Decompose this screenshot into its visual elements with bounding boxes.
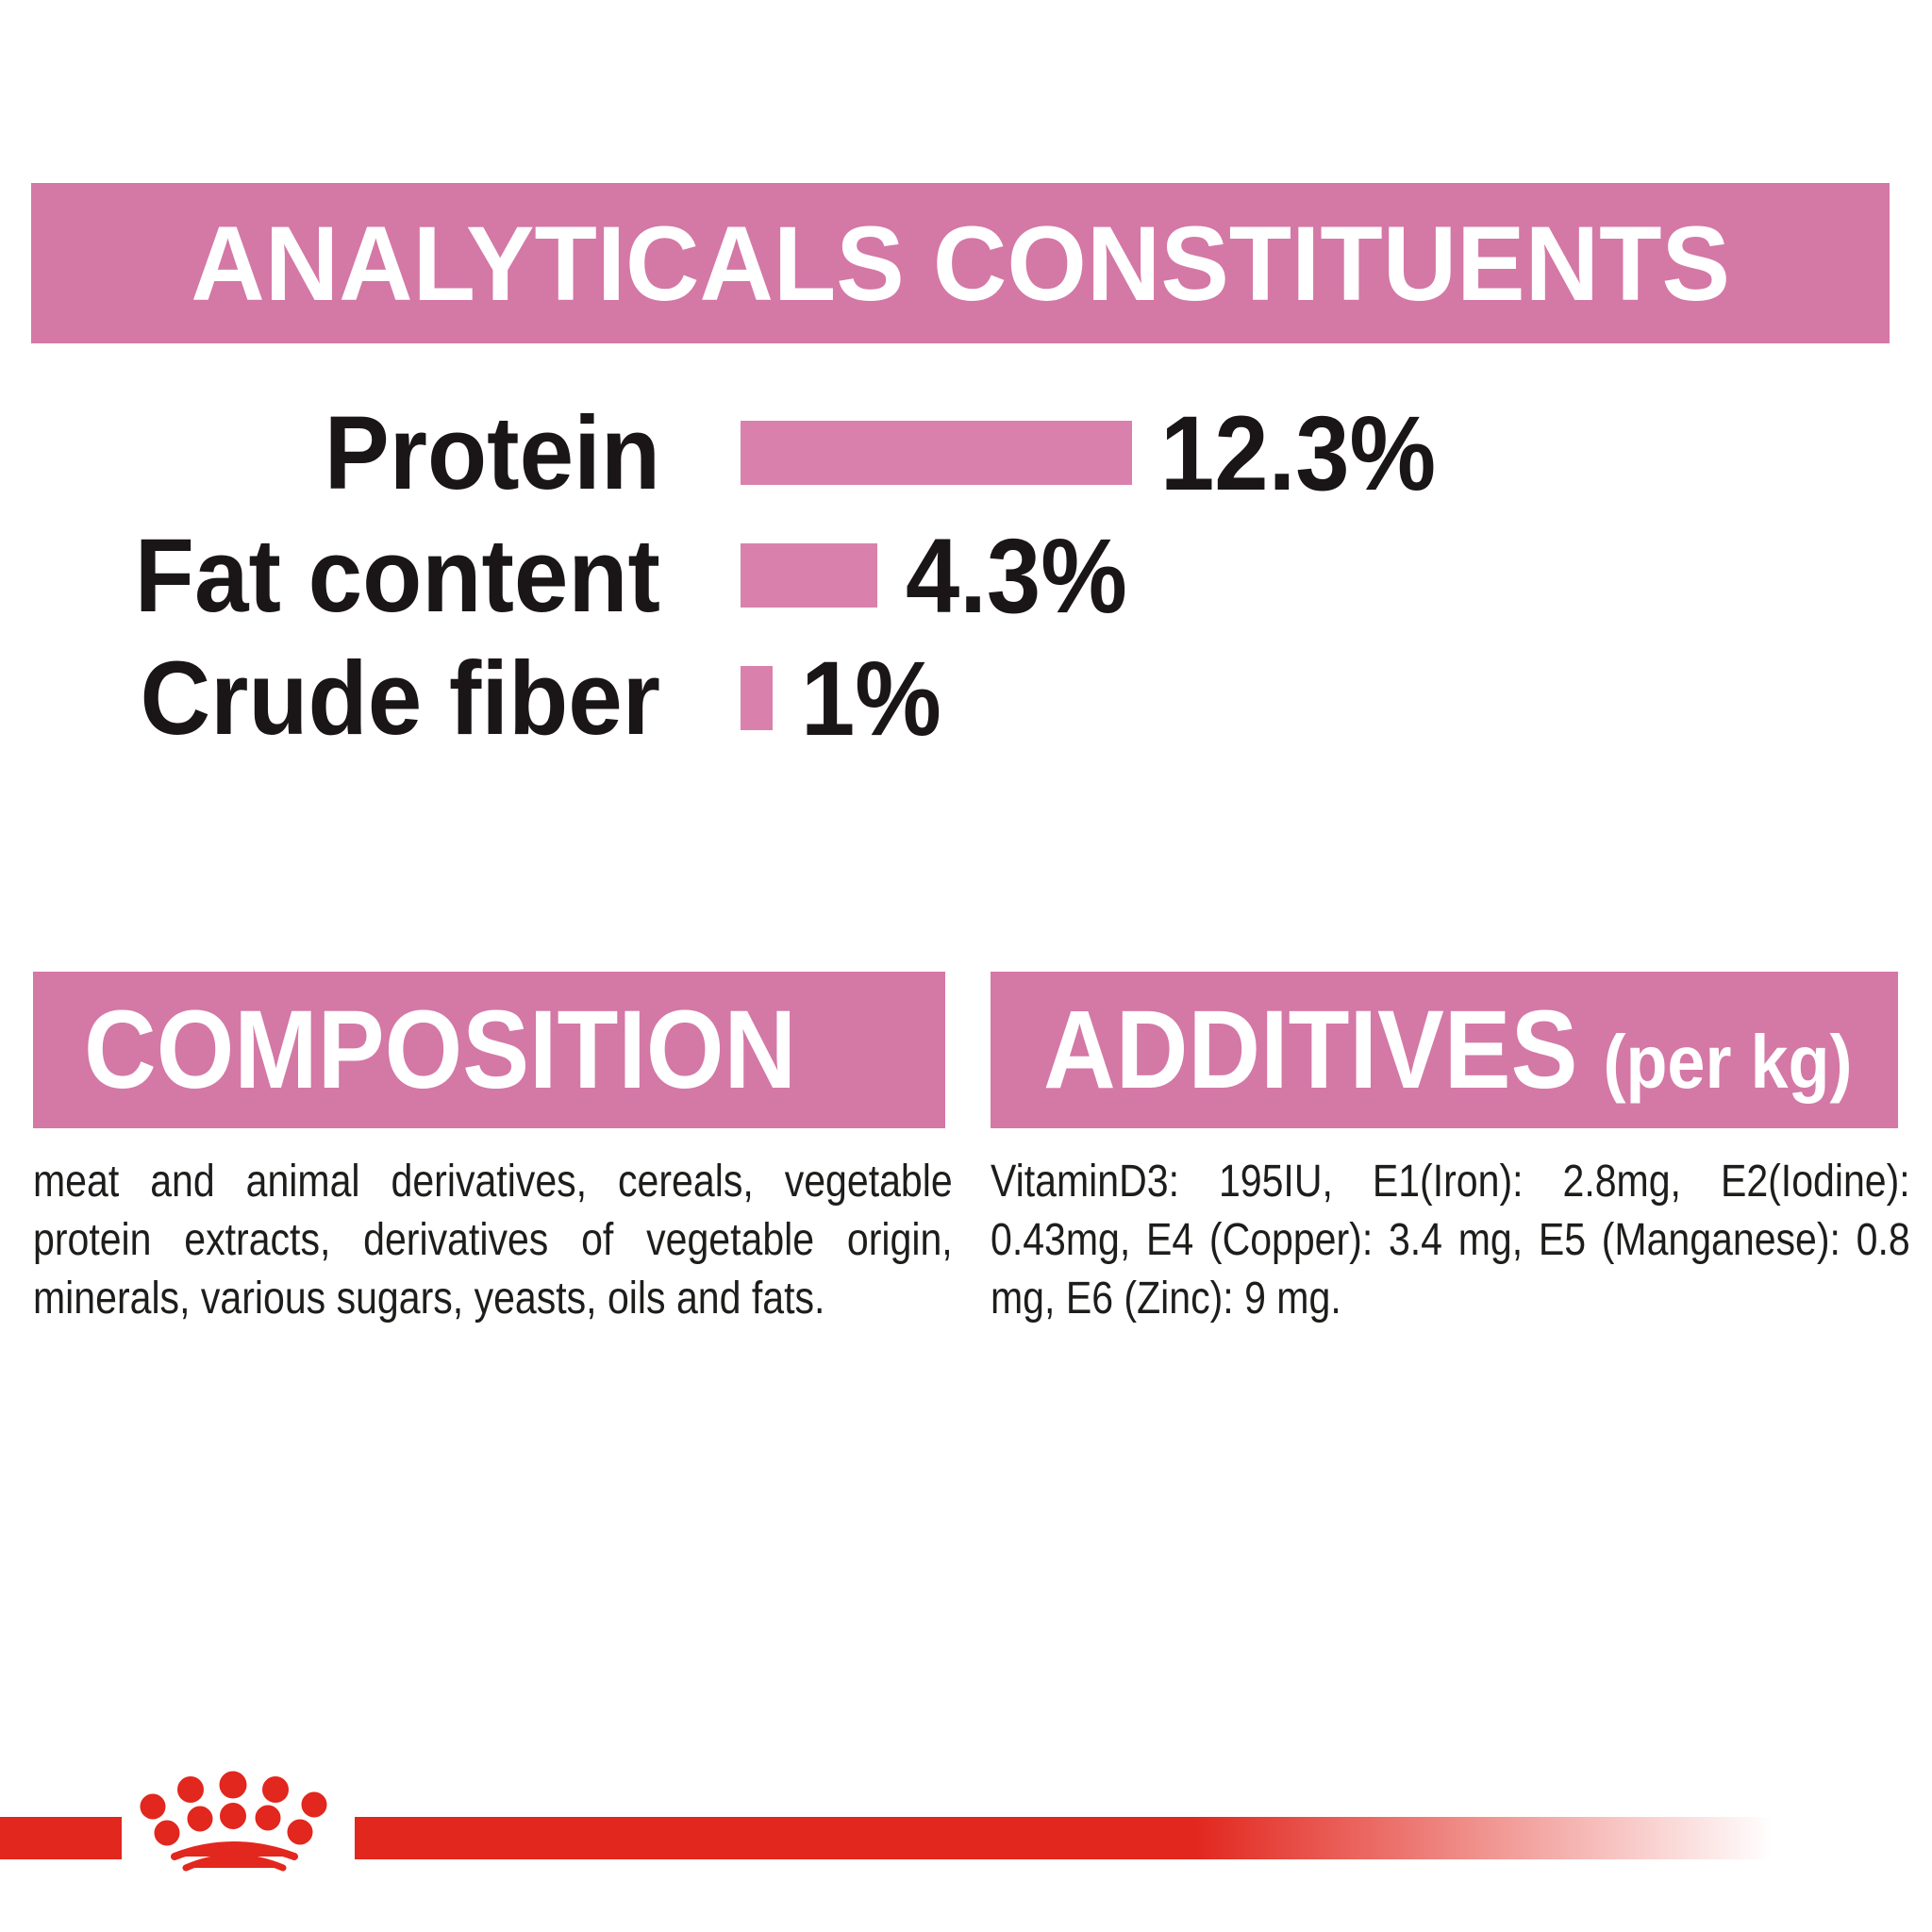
chart-row: Protein 12.3% xyxy=(0,391,1932,514)
composition-body: meat and animal derivatives, cereals, ve… xyxy=(33,1157,953,1324)
royal-canin-crown-logo xyxy=(140,1771,327,1872)
chart-row: Fat content 4.3% xyxy=(0,514,1932,637)
analyticals-banner: ANALYTICALS CONSTITUENTS xyxy=(31,183,1890,343)
additives-title-group: ADDITIVES (per kg) xyxy=(1043,986,1853,1114)
analytical-constituents-chart: Protein 12.3% Fat content 4.3% Crude fib… xyxy=(0,391,1932,759)
analyticals-title: ANALYTICALS CONSTITUENTS xyxy=(191,204,1730,323)
additives-title: ADDITIVES xyxy=(1043,988,1578,1112)
additives-banner: ADDITIVES (per kg) xyxy=(991,972,1898,1128)
chart-row-label: Protein xyxy=(324,394,660,511)
chart-row-value: 1% xyxy=(801,639,941,758)
red-line-right-segment xyxy=(355,1817,1802,1859)
chart-row: Crude fiber 1% xyxy=(0,637,1932,759)
chart-row-bar xyxy=(741,666,773,730)
composition-banner: COMPOSITION xyxy=(33,972,945,1128)
chart-row-label: Fat content xyxy=(134,517,661,634)
chart-row-bar xyxy=(741,421,1132,485)
additives-body: VitaminD3: 195IU, E1(Iron): 2.8mg, E2(Io… xyxy=(991,1157,1910,1324)
crown-arcs xyxy=(171,1841,298,1872)
composition-title: COMPOSITION xyxy=(84,988,797,1112)
chart-row-value: 4.3% xyxy=(906,516,1127,635)
chart-row-value: 12.3% xyxy=(1160,393,1437,512)
additives-title-suffix: (per kg) xyxy=(1603,1020,1853,1104)
chart-row-label: Crude fiber xyxy=(140,640,660,757)
red-line-left-segment xyxy=(0,1817,122,1859)
crown-dots xyxy=(140,1771,327,1846)
chart-row-bar xyxy=(741,543,877,608)
